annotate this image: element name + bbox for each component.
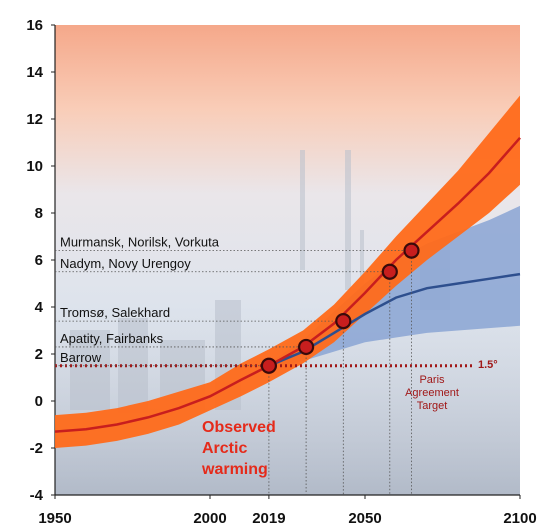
y-tick-label: 16: [26, 17, 43, 34]
city-label: Apatity, Fairbanks: [60, 331, 164, 346]
y-tick-label: -4: [30, 487, 44, 504]
city-label: Murmansk, Norilsk, Vorkuta: [60, 235, 220, 250]
observed-line-1: Observed: [202, 419, 276, 436]
paris-target-text: Agreement: [405, 387, 459, 399]
city-markers: Barrow Apatity, Fairbanks Tromsø, Salekhar…: [55, 235, 420, 495]
x-tick-label: 2050: [348, 510, 381, 527]
y-tick-label: 12: [26, 111, 43, 128]
y-tick-label: 4: [35, 299, 44, 316]
city-marker-dot: [403, 242, 420, 259]
city-label: Tromsø, Salekhard: [60, 305, 170, 320]
y-tick-label: -2: [30, 440, 43, 457]
high-scenario-line: [54, 136, 521, 433]
city-marker-dot: [335, 313, 352, 330]
x-tick-label: 1950: [38, 510, 71, 527]
observed-line-2: Arctic: [202, 440, 247, 457]
high-scenario-band: [55, 95, 520, 448]
paris-target-text: Paris: [419, 374, 445, 386]
uncertainty-bands: [55, 95, 520, 448]
y-tick-label: 0: [35, 393, 43, 410]
city-label: Nadym, Novy Urengoy: [60, 256, 191, 271]
paris-target-value: 1.5°: [478, 359, 498, 371]
y-tick-label: 14: [26, 64, 43, 81]
observed-line-3: warming: [201, 461, 268, 478]
y-tick-label: 2: [35, 346, 43, 363]
y-tick-label: 6: [35, 252, 43, 269]
x-tick-label: 2100: [503, 510, 536, 527]
city-label: Barrow: [60, 350, 102, 365]
city-marker-dot: [381, 263, 398, 280]
paris-target-text: Target: [417, 400, 448, 412]
city-marker-dot: [298, 338, 315, 356]
x-tick-label-highlight: 2019: [252, 510, 285, 527]
tick-labels: -4 -2 0 2 4 6 8 10 12 14 16 1950 2000 2019 2050 2100: [26, 17, 536, 527]
observed-annotation: Observed Arctic warming: [201, 419, 276, 478]
city-marker-dot: [260, 357, 277, 374]
x-tick-label: 2000: [193, 510, 226, 527]
y-tick-label: 8: [35, 205, 43, 222]
y-tick-label: 10: [26, 158, 43, 175]
